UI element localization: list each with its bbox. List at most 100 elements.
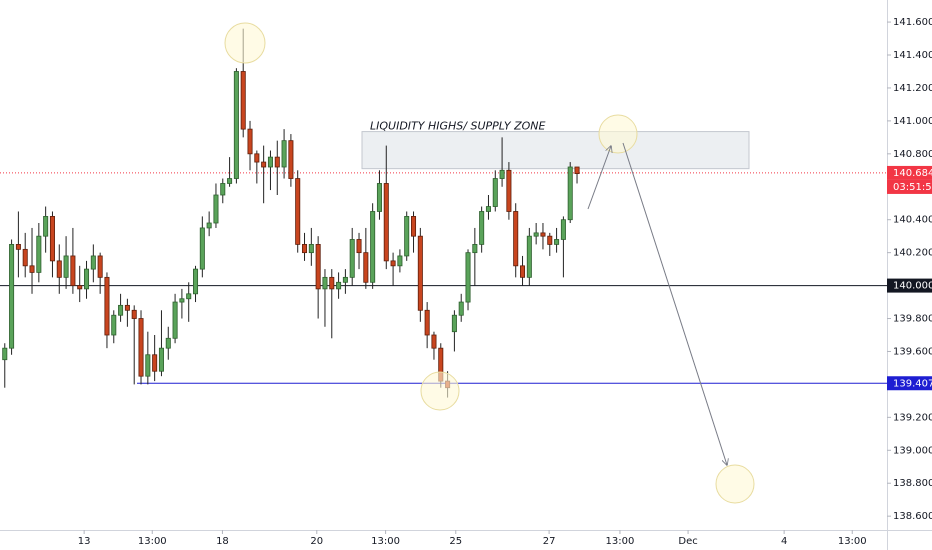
level-label-box [887,165,932,180]
candle-body [138,318,144,377]
candle-body [499,169,505,179]
candle-body [56,260,62,278]
candle-body [376,183,382,212]
arrow [587,146,611,210]
y-tick-label: 140.400 [893,215,932,226]
candle-body [513,211,519,267]
level-layer [0,172,887,384]
level-label: 140.000 [893,281,932,292]
candle-body [63,255,69,278]
candle-body [179,298,185,303]
x-tick-label: 27 [543,536,556,547]
candle-body [397,255,403,267]
candle-body [363,252,369,283]
highlight-circle [598,114,638,154]
candle-body [9,244,15,349]
x-tick-label: 13:00 [838,536,867,547]
y-tick-label: 140.800 [893,149,932,160]
candle-body [526,235,532,278]
candle-body [118,304,124,316]
candle-body [336,281,342,290]
candle-body [567,166,573,221]
y-tick-label: 141.200 [893,83,932,94]
candle-body [124,304,130,311]
candle-body [547,235,553,245]
zone-layer: LIQUIDITY HIGHS/ SUPPLY ZONE [361,120,750,170]
supply-zone [361,131,750,170]
x-tick-label: 25 [449,536,462,547]
candle-layer [2,28,580,398]
candle-body [220,183,226,196]
candle-body [97,255,103,278]
candle-body [295,178,301,245]
candle-body [29,265,35,273]
candle-body [227,178,233,184]
y-tick-label: 139.800 [893,314,932,325]
level-label: 140.684 [893,168,932,179]
candle-body [165,337,171,349]
y-tick-label: 139.000 [893,445,932,456]
candle-body [77,285,83,290]
x-tick-label: 13:00 [606,536,635,547]
candle-body [131,309,137,319]
candle-body [145,354,151,377]
candle-body [322,276,328,290]
candle-body [186,293,192,300]
candle-body [2,347,8,361]
level-label-box [887,376,932,391]
candle-body [111,314,117,336]
candle-body [84,268,90,290]
candle-body [281,140,287,168]
candle-body [417,235,423,311]
candle-body [342,276,348,283]
candle-body [458,301,464,316]
candle-body [172,301,178,339]
candle-body [390,260,396,267]
highlight-circle [420,371,460,411]
candle-body [240,71,246,130]
zone-label: LIQUIDITY HIGHS/ SUPPLY ZONE [370,120,545,133]
candle-body [193,268,199,295]
candle-body [424,309,430,336]
candle-body [254,153,260,163]
candle-body [261,161,267,168]
countdown-box [887,179,932,194]
candle-body [233,71,239,179]
countdown: 03:51:55 [893,182,932,193]
x-tick-label: 18 [216,536,229,547]
x-tick-label: 4 [781,536,787,547]
x-tick-label: 13:00 [371,536,400,547]
candle-body [213,194,219,224]
y-tick-label: 139.600 [893,346,932,357]
candle-body [267,156,273,168]
y-tick-label: 141.400 [893,50,932,61]
candle-body [90,255,96,270]
x-tick-label: 13:00 [138,536,167,547]
y-tick-label: 141.600 [893,17,932,28]
candle-body [479,211,485,245]
y-tick-label: 140.200 [893,248,932,259]
candle-body [472,244,478,254]
y-tick-label: 141.000 [893,116,932,127]
candle-body [206,222,212,229]
candle-body [315,244,321,290]
candle-body [492,178,498,207]
candle-body [349,239,355,278]
highlight-circle [715,464,755,504]
x-tick-label: 13 [78,536,91,547]
candle-body [288,140,294,179]
candle-body [533,232,539,237]
y-tick-label: 138.800 [893,478,932,489]
candle-body [370,211,376,283]
arrow [622,142,727,465]
candle-body [383,183,389,262]
x-tick-label: Dec [678,536,697,547]
candle-body [451,314,457,333]
candle-body [404,216,410,257]
candle-body [465,252,471,303]
candle-body [152,354,158,372]
candle-body [104,276,110,336]
x-tick-label: 20 [310,536,323,547]
